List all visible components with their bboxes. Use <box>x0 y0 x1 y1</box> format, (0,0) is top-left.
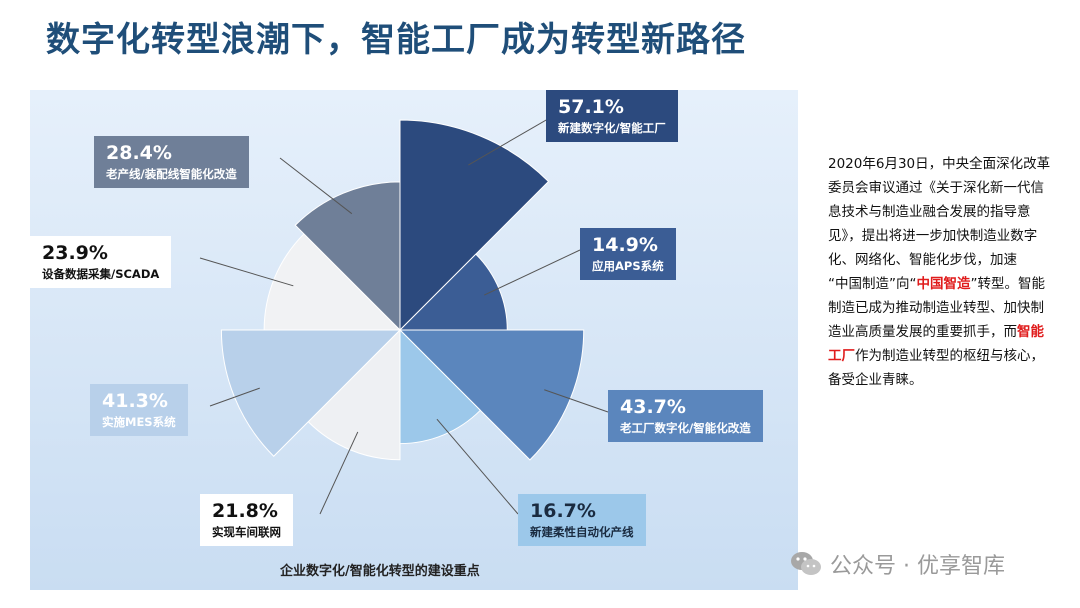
highlight-smart-factory: 智能工厂 <box>828 324 1044 364</box>
slice-label: 43.7% 老工厂数字化/智能化改造 <box>608 390 763 442</box>
slice-value: 14.9% <box>592 234 658 256</box>
sidebar-paragraph: 2020年6月30日，中央全面深化改革委员会审议通过《关于深化新一代信息技术与制… <box>828 152 1056 392</box>
sidebar-text-2: “中国制造”向“ <box>828 276 917 292</box>
rose-slice <box>399 328 482 445</box>
slice-category: 老产线/装配线智能化改造 <box>106 166 237 181</box>
slice-label: 41.3% 实施MES系统 <box>90 384 188 436</box>
rose-slice <box>294 181 401 332</box>
slice-category: 设备数据采集/SCADA <box>42 266 160 281</box>
slice-category: 新建数字化/智能工厂 <box>558 120 666 135</box>
leader-line <box>544 389 609 413</box>
watermark-text: 公众号 · 优享智库 <box>830 554 1005 579</box>
leader-line <box>319 431 359 515</box>
leader-line <box>484 249 581 296</box>
sidebar-text-4: 作为制造业转型的枢纽与核心，备受企业青睐。 <box>828 348 1044 388</box>
slice-category: 应用APS系统 <box>592 258 664 273</box>
leader-line <box>468 111 561 166</box>
chart-panel: 57.1% 新建数字化/智能工厂 14.9% 应用APS系统 43.7% 老工厂数字化/智… <box>30 90 798 590</box>
rose-slice <box>398 253 508 331</box>
sidebar-text-3: ”转型。智能制造已成为推动制造业转型、加快制造业高质量发展的重要抓手，而 <box>828 276 1045 340</box>
rose-slice <box>398 329 585 461</box>
leader-line <box>279 157 353 215</box>
slice-category: 老工厂数字化/智能化改造 <box>620 420 751 435</box>
slice-category: 实施MES系统 <box>102 414 176 429</box>
rose-slice <box>220 329 402 457</box>
watermark: 公众号 · 优享智库 <box>790 548 1005 580</box>
slice-value: 28.4% <box>106 142 172 164</box>
slice-category: 实现车间联网 <box>212 524 281 539</box>
slice-value: 57.1% <box>558 96 624 118</box>
leader-line <box>209 387 260 407</box>
slice-label: 21.8% 实现车间联网 <box>200 494 293 546</box>
slice-label: 57.1% 新建数字化/智能工厂 <box>546 90 678 142</box>
page-title: 数字化转型浪潮下，智能工厂成为转型新路径 <box>46 20 746 60</box>
slice-label: 23.9% 设备数据采集/SCADA <box>30 236 172 288</box>
slice-label: 14.9% 应用APS系统 <box>580 228 676 280</box>
leader-line <box>436 418 519 515</box>
wechat-icon <box>791 552 821 575</box>
slice-value: 43.7% <box>620 396 686 418</box>
slice-value: 41.3% <box>102 390 168 412</box>
chart-caption: 企业数字化/智能化转型的建设重点 <box>280 564 480 579</box>
rose-slice <box>307 328 401 461</box>
slice-label: 28.4% 老产线/装配线智能化改造 <box>94 136 249 188</box>
slice-value: 16.7% <box>530 500 596 522</box>
sidebar-text: 2020年6月30日，中央全面深化改革委员会审议通过《关于深化新一代信息技术与制… <box>828 152 1056 392</box>
slice-label: 16.7% 新建柔性自动化产线 <box>518 494 646 546</box>
slice-category: 新建柔性自动化产线 <box>530 524 634 539</box>
rose-slice <box>263 233 402 331</box>
slice-value: 23.9% <box>42 242 108 264</box>
slice-value: 21.8% <box>212 500 278 522</box>
rose-slice <box>399 119 550 332</box>
highlight-china-smart: 中国智造 <box>916 276 971 292</box>
sidebar-text-1: 2020年6月30日，中央全面深化改革委员会审议通过《关于深化新一代信息技术与制… <box>828 156 1051 268</box>
rose-chart <box>199 111 609 515</box>
leader-line <box>199 257 294 287</box>
